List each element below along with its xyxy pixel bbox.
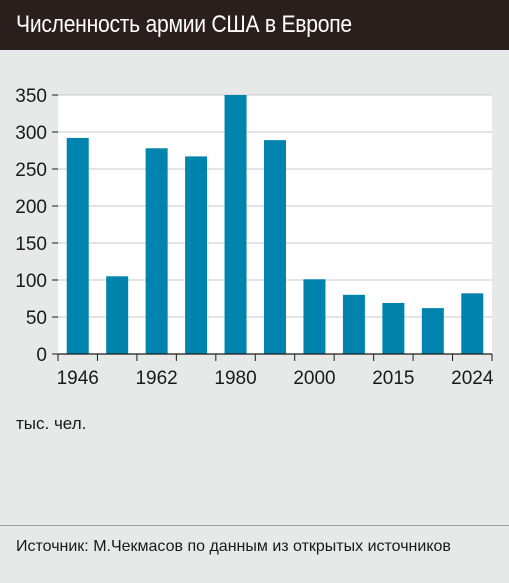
divider (0, 525, 509, 526)
bar (342, 294, 365, 354)
bar-chart: 0 50 100 150 200 250 300 350 1946 1962 1980 2000 201… (15, 86, 494, 389)
y-tick-label: 250 (15, 160, 47, 181)
bar (185, 156, 208, 354)
y-tick-label: 200 (15, 197, 47, 218)
bar (224, 95, 247, 354)
chart-title: Численность армии США в Европе (16, 11, 352, 38)
bar (421, 308, 444, 354)
y-tick-label: 350 (15, 86, 47, 107)
bar (264, 140, 286, 354)
x-tick-label: 1980 (214, 368, 256, 389)
x-tick-label: 1946 (57, 368, 99, 389)
bar (303, 279, 326, 354)
bar (106, 276, 129, 354)
x-tick-label: 2000 (293, 368, 335, 389)
bar (461, 293, 484, 354)
x-tick-label: 1962 (135, 368, 177, 389)
y-tick-label: 100 (15, 271, 47, 292)
y-tick-label: 300 (15, 123, 47, 144)
bar (382, 302, 405, 354)
bar (66, 137, 89, 354)
bar (145, 148, 168, 354)
x-tick-label: 2015 (372, 368, 414, 389)
x-tick-label: 2024 (451, 368, 494, 389)
unit-label: тыс. чел. (16, 414, 87, 433)
y-tick-label: 50 (26, 308, 47, 329)
title-bar: Численность армии США в Европе (0, 0, 509, 50)
source-note: Источник: М.Чекмасов по данным из открыт… (16, 538, 451, 555)
y-tick-label: 0 (36, 345, 47, 366)
y-tick-label: 150 (15, 234, 47, 255)
